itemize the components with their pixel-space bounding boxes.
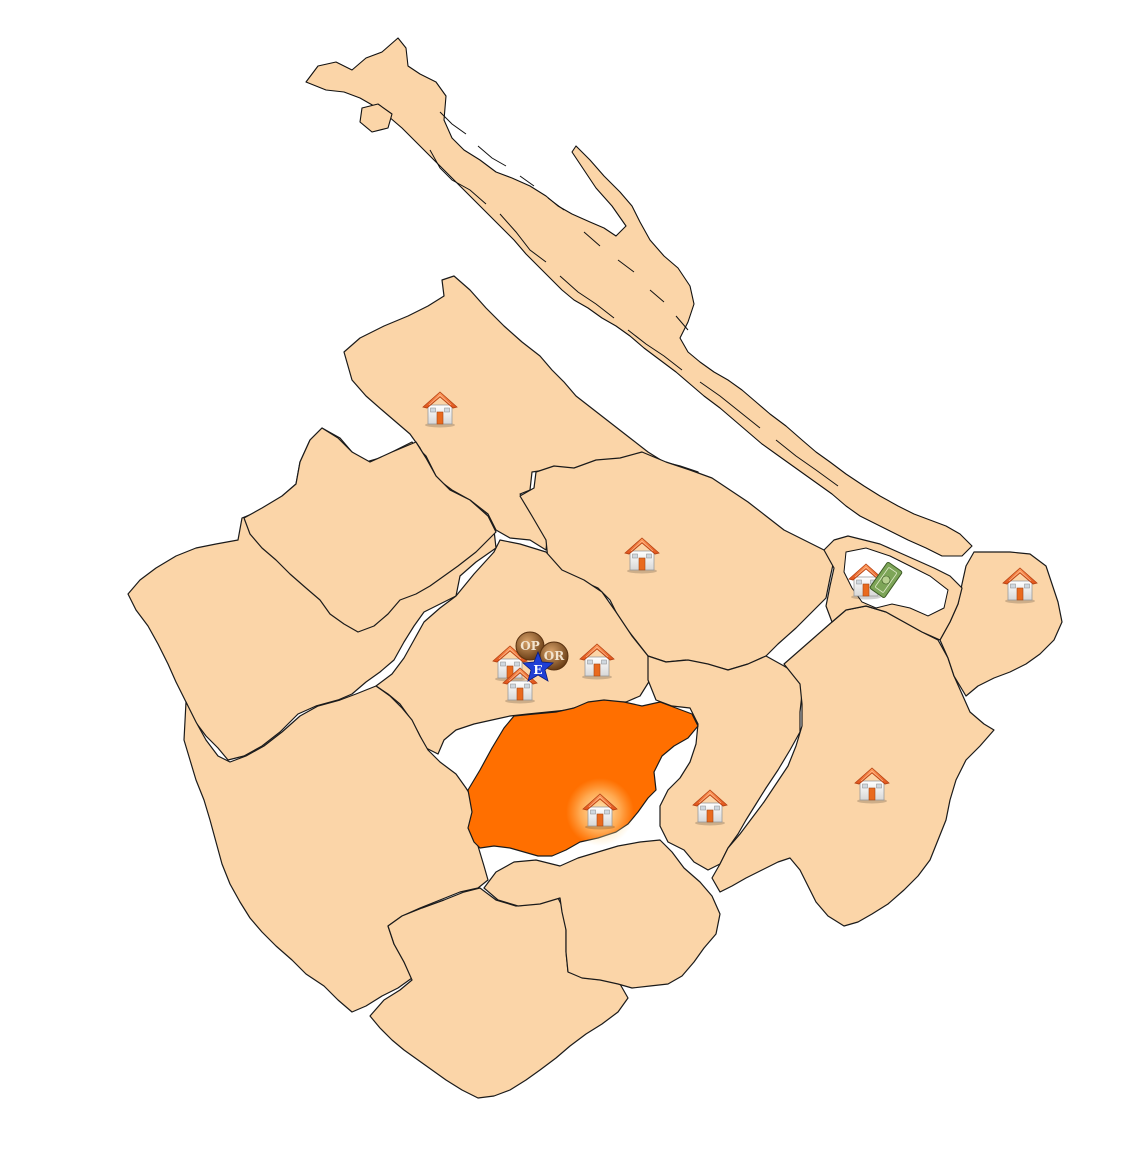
northern-peninsula — [305, 37, 973, 557]
southwest-region[interactable] — [183, 685, 489, 1013]
banknote-icon[interactable] — [869, 562, 903, 599]
south-central-region[interactable] — [483, 839, 721, 989]
north-peninsula-shape — [305, 37, 973, 557]
central-south-region[interactable] — [467, 699, 699, 857]
e-star-badge[interactable]: E — [522, 650, 554, 682]
or-badge-label: OR — [544, 649, 565, 663]
op-badge-label: OP — [520, 639, 539, 653]
central-east-region[interactable] — [647, 655, 803, 871]
op-badge[interactable]: OP — [515, 631, 545, 661]
north-inner-island — [359, 103, 393, 133]
regions — [127, 275, 1063, 1099]
markers: OP OR E — [422, 391, 1038, 846]
e-badge-label: E — [533, 663, 542, 677]
far-east-region[interactable] — [939, 551, 1063, 697]
star-icon — [522, 650, 554, 682]
inner-west-region[interactable] — [243, 427, 497, 633]
